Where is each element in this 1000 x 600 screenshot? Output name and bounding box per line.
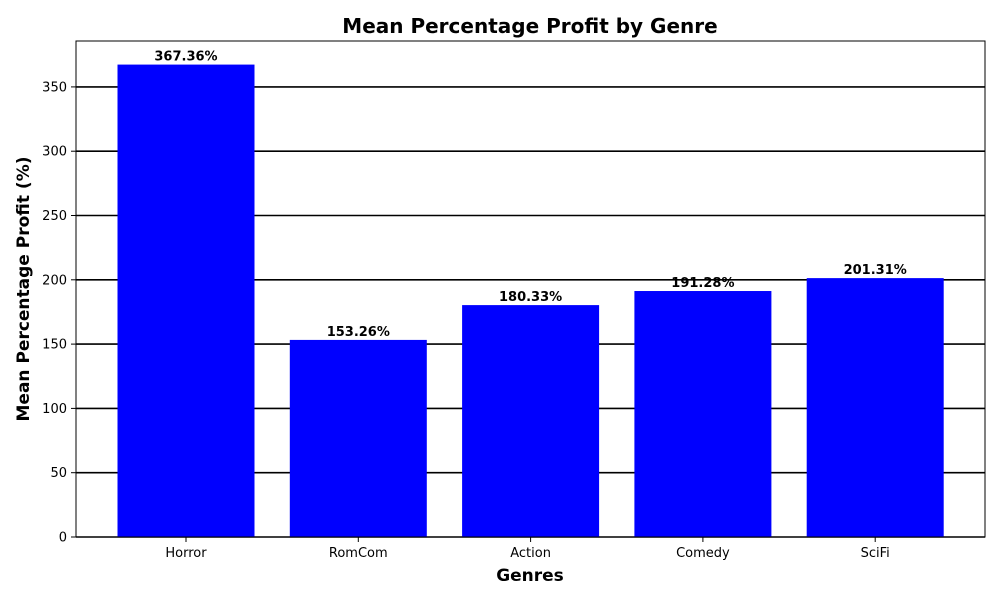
data-labels: 367.36% 153.26% 180.33% 191.28% 201.31% [154, 50, 906, 340]
x-tick-label: Comedy [676, 546, 730, 561]
chart-title: Mean Percentage Profit by Genre [342, 14, 717, 38]
y-tick-label: 100 [42, 402, 67, 417]
y-axis-ticks: 0 50 100 150 200 250 300 350 [42, 80, 76, 546]
plot-area-frame [75, 40, 986, 538]
data-label: 180.33% [499, 290, 562, 305]
bar-comedy [634, 291, 772, 537]
y-tick-label: 250 [42, 209, 67, 224]
x-tick-label: SciFi [861, 546, 890, 561]
x-axis-label: Genres [496, 566, 564, 586]
y-tick-label: 200 [42, 273, 67, 288]
x-tick-label: Horror [165, 546, 207, 561]
bar-scifi [806, 278, 944, 537]
y-tick-label: 300 [42, 145, 67, 160]
data-label: 191.28% [671, 276, 734, 291]
y-tick-label: 50 [50, 466, 67, 481]
bar-action [462, 305, 600, 537]
y-tick-label: 0 [59, 531, 67, 546]
bar-romcom [289, 339, 427, 537]
bars [117, 64, 944, 538]
y-tick-label: 150 [42, 338, 67, 353]
x-axis-ticks: Horror RomCom Action Comedy SciFi [165, 537, 890, 561]
y-tick-label: 350 [42, 80, 67, 95]
data-label: 153.26% [327, 325, 390, 340]
y-axis-label: Mean Percentage Profit (%) [14, 157, 34, 422]
x-tick-label: RomCom [329, 546, 388, 561]
bar-horror [117, 64, 255, 538]
data-label: 201.31% [844, 263, 907, 278]
data-label: 367.36% [154, 50, 217, 65]
x-tick-label: Action [510, 546, 551, 561]
